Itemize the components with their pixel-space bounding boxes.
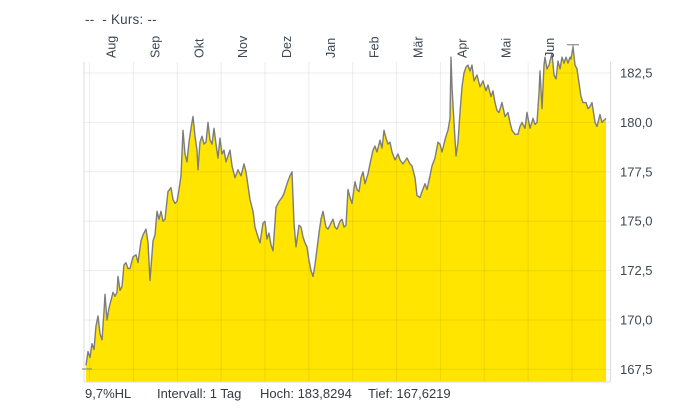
x-axis-label: Mai — [499, 38, 513, 58]
y-axis-label: 172,5 — [620, 263, 653, 278]
high-value-label: Hoch: 183,8294 — [260, 386, 352, 401]
chart-info-bar: 9,7%HL Intervall: 1 Tag Hoch: 183,8294 T… — [0, 386, 676, 406]
y-axis-label: 167,5 — [620, 362, 653, 377]
x-axis-label: Jun — [543, 38, 557, 58]
y-axis-label: 170,0 — [620, 313, 653, 328]
y-axis-label: 177,5 — [620, 164, 653, 179]
price-area-fill — [86, 46, 606, 383]
x-axis-label: Apr — [455, 39, 469, 58]
x-axis-label: Dez — [280, 36, 294, 58]
x-axis-label: Mär — [412, 36, 426, 58]
x-axis-label: Feb — [368, 36, 382, 58]
x-axis-label: Jan — [324, 38, 338, 58]
y-axis-label: 180,0 — [620, 115, 653, 130]
x-axis-label: Sep — [148, 36, 162, 58]
change-percent-hl: 9,7%HL — [85, 386, 132, 401]
y-axis-label: 182,5 — [620, 66, 653, 81]
y-axis-label: 175,0 — [620, 214, 653, 229]
x-axis-label: Nov — [236, 35, 250, 58]
low-value-label: Tief: 167,6219 — [368, 386, 451, 401]
price-line — [85, 46, 607, 366]
interval-label: Intervall: 1 Tag — [157, 386, 242, 401]
x-axis-label: Aug — [105, 36, 119, 58]
kurs-readout: -- - Kurs: -- — [85, 12, 157, 27]
x-axis-label: Okt — [192, 38, 206, 58]
